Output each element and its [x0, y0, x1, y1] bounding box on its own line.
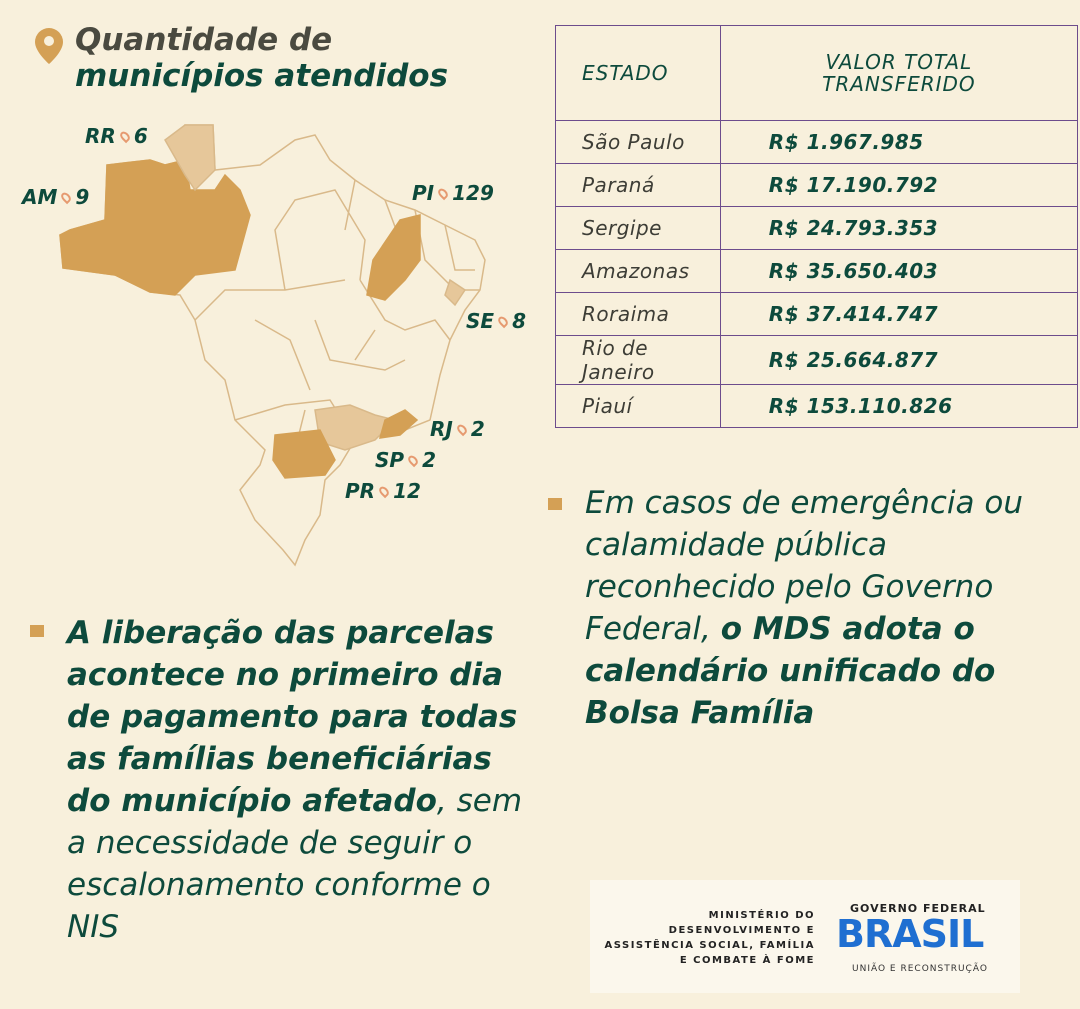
amount: R$ 24.793.353	[719, 206, 1079, 250]
pin-icon	[35, 28, 63, 64]
count: 9	[75, 185, 90, 209]
table-row: Piauí R$ 153.110.826	[555, 384, 1079, 428]
amount: R$ 17.190.792	[719, 163, 1079, 207]
state-code: RR	[85, 124, 116, 148]
pin	[496, 314, 510, 328]
pin	[59, 190, 74, 204]
pin	[118, 129, 132, 143]
brazil-map	[59, 124, 486, 567]
bullet	[548, 498, 562, 510]
amount: R$ 1.967.985	[719, 120, 1079, 164]
state: Paraná	[555, 163, 721, 207]
title-line: Quantidade de	[75, 22, 333, 58]
amount: R$ 37.414.747	[719, 292, 1079, 336]
map-label: RR 6	[85, 124, 148, 148]
ministry-name: MINISTÉRIO DO DESENVOLVIMENTO E ASSISTÊN…	[604, 910, 815, 966]
map-label: SP 2	[375, 448, 436, 472]
map-label: AM 9	[22, 185, 89, 209]
count: 6	[133, 124, 148, 148]
text-run: Em casos de emergência ou calamidade púb…	[585, 485, 1024, 647]
pin	[455, 422, 469, 436]
amount: R$ 153.110.826	[719, 384, 1079, 428]
note-left: A liberação das parcelas acontece no pri…	[67, 612, 537, 948]
map-label: RJ 2	[430, 417, 485, 441]
title: Quantidade de municípios atendidos	[75, 22, 448, 94]
text-run: A liberação das parcelas acontece no pri…	[67, 615, 518, 819]
count: 8	[512, 309, 526, 333]
amount: R$ 25.664.877	[719, 335, 1079, 385]
column-header: ESTADO	[555, 25, 721, 121]
state: Piauí	[555, 384, 721, 428]
map-label: SE 8	[466, 309, 526, 333]
state-code: RJ	[430, 417, 453, 441]
title-line: municípios atendidos	[75, 58, 449, 94]
motto: UNIÃO E RECONSTRUÇÃO	[852, 964, 988, 974]
transfer-table: ESTADO VALOR TOTAL TRANSFERIDO São Paulo…	[555, 25, 1079, 428]
state-code: PI	[412, 181, 435, 205]
table-row: Rio de Janeiro R$ 25.664.877	[555, 335, 1079, 385]
state: São Paulo	[555, 120, 721, 164]
count: 2	[422, 448, 436, 472]
table-row: Roraima R$ 37.414.747	[555, 292, 1079, 336]
column-header: VALOR TOTAL TRANSFERIDO	[719, 25, 1079, 121]
text-run: o MDS adota o calendário unificado do Bo…	[585, 611, 996, 731]
state-code: SE	[466, 309, 495, 333]
state-code: AM	[22, 185, 58, 209]
gov-label: GOVERNO FEDERAL	[850, 902, 986, 915]
map-label: PI 129	[412, 181, 494, 205]
pin	[406, 453, 420, 467]
state: Sergipe	[555, 206, 721, 250]
footer-logo: MINISTÉRIO DO DESENVOLVIMENTO E ASSISTÊN…	[590, 880, 1020, 993]
bullet	[30, 625, 44, 637]
table-row: São Paulo R$ 1.967.985	[555, 120, 1079, 164]
brand: BRASIL	[836, 912, 984, 956]
table-row: Paraná R$ 17.190.792	[555, 163, 1079, 207]
text-run: , sem a necessidade de seguir o escalona…	[67, 783, 523, 945]
pin	[377, 484, 391, 498]
state-code: SP	[375, 448, 405, 472]
state: Roraima	[555, 292, 721, 336]
state: Rio de Janeiro	[555, 335, 721, 385]
table-row: Sergipe R$ 24.793.353	[555, 206, 1079, 250]
amount: R$ 35.650.403	[719, 249, 1079, 293]
count: 129	[452, 181, 494, 205]
pin	[436, 186, 450, 200]
state: Amazonas	[555, 249, 721, 293]
count: 12	[393, 479, 421, 503]
map-label: PR 12	[345, 479, 421, 503]
count: 2	[470, 417, 485, 441]
state-code: PR	[345, 479, 376, 503]
table-row: Amazonas R$ 35.650.403	[555, 249, 1079, 293]
note-right: Em casos de emergência ou calamidade púb…	[585, 482, 1045, 734]
